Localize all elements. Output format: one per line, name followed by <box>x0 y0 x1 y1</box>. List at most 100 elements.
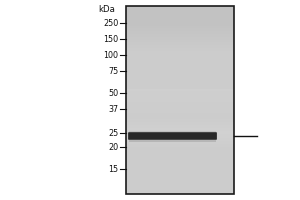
Bar <box>126 161 234 163</box>
Bar <box>126 164 234 166</box>
Bar <box>126 18 234 20</box>
Bar <box>126 81 234 83</box>
Bar <box>126 117 234 119</box>
Bar <box>126 180 234 181</box>
Bar <box>126 75 234 77</box>
Bar <box>126 140 234 142</box>
Bar <box>126 142 234 144</box>
Bar <box>126 56 234 58</box>
Bar <box>126 54 234 56</box>
Bar <box>126 189 234 191</box>
Bar <box>126 43 234 45</box>
Bar <box>126 100 234 102</box>
Bar <box>126 156 234 158</box>
Bar <box>126 37 234 39</box>
Text: 25: 25 <box>108 129 118 138</box>
Bar <box>126 15 234 17</box>
Bar <box>126 122 234 124</box>
Bar <box>126 57 234 59</box>
Text: 50: 50 <box>108 88 118 98</box>
Bar <box>126 13 234 15</box>
Bar <box>126 7 234 9</box>
Bar <box>126 150 234 152</box>
Bar <box>126 114 234 116</box>
Bar <box>126 134 234 136</box>
Bar <box>126 104 234 106</box>
Bar <box>126 118 234 120</box>
Bar <box>126 9 234 11</box>
Bar <box>126 128 234 130</box>
Bar <box>126 175 234 177</box>
Bar <box>126 40 234 42</box>
Text: 20: 20 <box>108 142 118 152</box>
Bar <box>126 6 234 8</box>
Bar <box>126 28 234 29</box>
Bar <box>126 46 234 48</box>
Bar <box>126 70 234 72</box>
Bar <box>126 132 234 134</box>
Bar <box>126 190 234 192</box>
Text: 75: 75 <box>108 66 118 75</box>
Bar <box>126 38 234 40</box>
Bar <box>126 71 234 73</box>
Bar <box>126 129 234 131</box>
Bar <box>126 158 234 160</box>
Bar <box>126 45 234 47</box>
Bar <box>126 17 234 19</box>
Bar <box>126 137 234 139</box>
Bar <box>126 96 234 98</box>
Bar <box>126 151 234 153</box>
Bar <box>126 29 234 31</box>
Bar <box>126 49 234 51</box>
Bar <box>126 120 234 122</box>
Text: 15: 15 <box>108 164 118 173</box>
Bar <box>126 32 234 34</box>
Bar <box>126 167 234 169</box>
Bar <box>126 59 234 61</box>
Bar <box>126 68 234 70</box>
Bar <box>126 82 234 84</box>
Bar <box>126 26 234 28</box>
Bar <box>126 173 234 175</box>
Bar <box>126 89 234 91</box>
Bar <box>126 84 234 86</box>
Bar <box>126 98 234 100</box>
Bar <box>126 53 234 55</box>
Bar <box>126 123 234 125</box>
Bar <box>126 159 234 161</box>
Bar <box>126 21 234 23</box>
Bar <box>126 106 234 108</box>
Bar <box>126 172 234 174</box>
Bar <box>126 65 234 67</box>
Text: 150: 150 <box>103 34 118 44</box>
Bar <box>126 112 234 114</box>
Bar <box>126 76 234 78</box>
Bar <box>126 139 234 141</box>
Bar <box>126 10 234 12</box>
Bar <box>126 31 234 33</box>
Bar <box>126 86 234 87</box>
Bar <box>126 178 234 180</box>
Bar <box>126 48 234 50</box>
Bar <box>126 183 234 185</box>
Text: 250: 250 <box>103 19 118 27</box>
Bar <box>126 109 234 111</box>
Bar <box>126 147 234 149</box>
Bar <box>126 154 234 156</box>
Bar <box>126 170 234 172</box>
Bar <box>126 78 234 80</box>
Bar <box>126 95 234 97</box>
Bar <box>126 153 234 155</box>
Bar <box>126 176 234 178</box>
Bar <box>126 87 234 89</box>
Bar <box>126 60 234 62</box>
Bar <box>126 101 234 103</box>
Bar <box>126 169 234 170</box>
Bar <box>126 107 234 109</box>
Bar <box>126 136 234 138</box>
Bar <box>126 20 234 22</box>
Bar <box>126 92 234 94</box>
Bar <box>129 131 216 133</box>
Bar <box>129 140 216 142</box>
Bar <box>126 103 234 105</box>
